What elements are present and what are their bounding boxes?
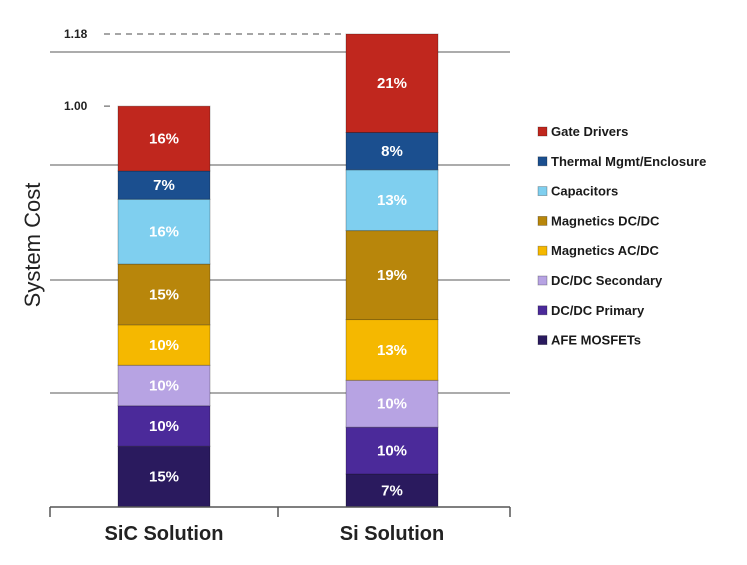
legend-swatch bbox=[537, 126, 548, 137]
data-label: 7% bbox=[381, 483, 403, 500]
legend-label: Magnetics DC/DC bbox=[551, 213, 660, 228]
bar-segment bbox=[345, 33, 439, 133]
bar-segment bbox=[345, 169, 439, 232]
legend-label: Magnetics AC/DC bbox=[551, 243, 659, 258]
axes: SiC Solution 1.00 Si Solution 1.18 bbox=[49, 27, 511, 545]
y-tick-label: 1.18 bbox=[64, 27, 88, 41]
data-label: 10% bbox=[377, 443, 407, 460]
data-label: 10% bbox=[149, 378, 179, 395]
data-label: 19% bbox=[377, 267, 407, 284]
data-label: 13% bbox=[377, 192, 407, 209]
legend-label: DC/DC Primary bbox=[551, 303, 645, 318]
data-label: 8% bbox=[381, 143, 403, 160]
bar-segment bbox=[117, 170, 211, 200]
bar-segment bbox=[117, 198, 211, 265]
data-label: 10% bbox=[149, 337, 179, 354]
legend-swatch bbox=[537, 245, 548, 256]
bar-segment bbox=[117, 324, 211, 366]
data-label: 16% bbox=[149, 131, 179, 148]
y-axis-label: System Cost bbox=[20, 183, 45, 308]
legend-label: Thermal Mgmt/Enclosure bbox=[551, 154, 706, 169]
bar-segment bbox=[345, 379, 439, 428]
data-label: 16% bbox=[149, 224, 179, 241]
legend-swatch bbox=[537, 275, 548, 286]
data-label: 15% bbox=[149, 286, 179, 303]
data-label: 15% bbox=[149, 469, 179, 486]
data-label: 10% bbox=[377, 396, 407, 413]
bar-segment bbox=[117, 105, 211, 172]
legend-swatch bbox=[537, 156, 548, 167]
legend: Gate Drivers Thermal Mgmt/Enclosure Capaci… bbox=[537, 124, 706, 348]
legend-label: Capacitors bbox=[551, 184, 618, 199]
x-tick-label: SiC Solution bbox=[105, 523, 224, 545]
data-label: 7% bbox=[153, 177, 175, 194]
data-label: 13% bbox=[377, 342, 407, 359]
bar-segment bbox=[345, 230, 439, 321]
legend-swatch bbox=[537, 305, 548, 316]
legend-swatch bbox=[537, 335, 548, 346]
y-tick-label: 1.00 bbox=[64, 99, 88, 113]
data-label: 10% bbox=[149, 418, 179, 435]
bar-segment bbox=[117, 263, 211, 326]
bars: 15% 10% 10% 10% 15% 16% 7% 16% 7% 10% 10% 13% 19% 13%… bbox=[117, 33, 439, 508]
bar-segment bbox=[345, 473, 439, 508]
legend-label: Gate Drivers bbox=[551, 124, 628, 139]
legend-label: DC/DC Secondary bbox=[551, 273, 663, 288]
legend-swatch bbox=[537, 215, 548, 226]
bar-segment bbox=[345, 131, 439, 171]
legend-label: AFE MOSFETs bbox=[551, 333, 641, 348]
bar-segment bbox=[345, 319, 439, 381]
data-label: 21% bbox=[377, 75, 407, 92]
bar-segment bbox=[117, 445, 211, 508]
legend-swatch bbox=[537, 186, 548, 197]
bar-segment bbox=[117, 405, 211, 447]
x-tick-label: Si Solution bbox=[340, 523, 444, 545]
